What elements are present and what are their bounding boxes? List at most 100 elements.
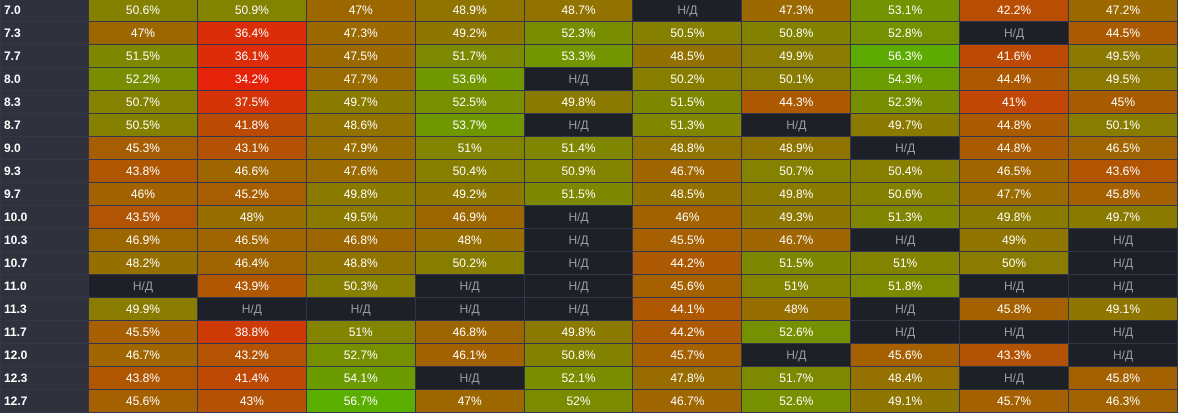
value-cell: 46.9%	[88, 228, 198, 252]
value-cell: 52%	[523, 389, 634, 413]
value-cell: 48.9%	[414, 0, 525, 22]
row-label: 8.3	[0, 90, 89, 114]
value-cell: 50.2%	[632, 67, 743, 91]
na-cell: Н/Д	[632, 0, 743, 22]
value-cell: 46.6%	[196, 159, 307, 183]
value-cell: 49.2%	[414, 182, 525, 206]
value-cell: 52.8%	[850, 21, 961, 45]
value-cell: 51.5%	[741, 251, 852, 275]
row-label: 7.7	[0, 44, 89, 68]
value-cell: 48%	[741, 297, 852, 321]
value-cell: 51%	[850, 251, 961, 275]
value-cell: 46%	[632, 205, 743, 229]
value-cell: 49.5%	[1068, 44, 1178, 68]
value-cell: 43.1%	[196, 136, 307, 160]
row-label: 8.7	[0, 113, 89, 137]
value-cell: 45.5%	[632, 228, 743, 252]
table-row: 12.7 45.6% 43% 56.7% 47% 52% 46.7% 52.6% 49.1% 45…	[0, 389, 1178, 413]
value-cell: 49.3%	[741, 205, 852, 229]
value-cell: 48.7%	[523, 0, 634, 22]
value-cell: 45.8%	[1068, 182, 1178, 206]
value-cell: 50.6%	[850, 182, 961, 206]
value-cell: 50.7%	[741, 159, 852, 183]
row-label: 11.3	[0, 297, 89, 321]
value-cell: 45.7%	[632, 343, 743, 367]
row-label: 8.0	[0, 67, 89, 91]
row-label: 12.7	[0, 389, 89, 413]
value-cell: 44.8%	[959, 136, 1070, 160]
value-cell: 52.2%	[88, 67, 198, 91]
value-cell: 47.6%	[305, 159, 416, 183]
value-cell: 46.9%	[414, 205, 525, 229]
value-cell: 46.7%	[632, 159, 743, 183]
na-cell: Н/Д	[196, 297, 307, 321]
value-cell: 49.8%	[741, 182, 852, 206]
row-label: 9.3	[0, 159, 89, 183]
value-cell: 51%	[305, 320, 416, 344]
table-row: 9.0 45.3% 43.1% 47.9% 51% 51.4% 48.8% 48.9% Н/Д 4…	[0, 136, 1178, 160]
table-row: 10.0 43.5% 48% 49.5% 46.9% Н/Д 46% 49.3% 51.3% 49…	[0, 205, 1178, 229]
na-cell: Н/Д	[850, 136, 961, 160]
value-cell: 50.7%	[88, 90, 198, 114]
na-cell: Н/Д	[1068, 343, 1178, 367]
value-cell: 52.3%	[523, 21, 634, 45]
row-label: 12.3	[0, 366, 89, 390]
row-label: 12.0	[0, 343, 89, 367]
value-cell: 47.3%	[741, 0, 852, 22]
value-cell: 46.5%	[196, 228, 307, 252]
na-cell: Н/Д	[414, 274, 525, 298]
value-cell: 49.8%	[959, 205, 1070, 229]
value-cell: 45.8%	[1068, 366, 1178, 390]
value-cell: 44.3%	[741, 90, 852, 114]
na-cell: Н/Д	[523, 67, 634, 91]
table-row: 8.0 52.2% 34.2% 47.7% 53.6% Н/Д 50.2% 50.1% 54.3…	[0, 67, 1178, 91]
value-cell: 49.8%	[305, 182, 416, 206]
value-cell: 51.7%	[414, 44, 525, 68]
table-row: 7.7 51.5% 36.1% 47.5% 51.7% 53.3% 48.5% 49.9% 56…	[0, 44, 1178, 68]
value-cell: 50.8%	[523, 343, 634, 367]
value-cell: 50.8%	[741, 21, 852, 45]
na-cell: Н/Д	[959, 274, 1070, 298]
value-cell: 51.5%	[632, 90, 743, 114]
value-cell: 52.6%	[741, 389, 852, 413]
value-cell: 34.2%	[196, 67, 307, 91]
value-cell: 47.3%	[305, 21, 416, 45]
value-cell: 50.5%	[632, 21, 743, 45]
value-cell: 47.7%	[959, 182, 1070, 206]
value-cell: 45.2%	[196, 182, 307, 206]
row-label: 11.0	[0, 274, 89, 298]
value-cell: 45.6%	[632, 274, 743, 298]
value-cell: 51.7%	[741, 366, 852, 390]
na-cell: Н/Д	[741, 113, 852, 137]
value-cell: 41.4%	[196, 366, 307, 390]
value-cell: 47.5%	[305, 44, 416, 68]
value-cell: 44.5%	[1068, 21, 1178, 45]
table-row: 7.3 47% 36.4% 47.3% 49.2% 52.3% 50.5% 50.8% 52.8…	[0, 21, 1178, 45]
value-cell: 48.2%	[88, 251, 198, 275]
value-cell: 44.2%	[632, 251, 743, 275]
value-cell: 49.8%	[523, 320, 634, 344]
value-cell: 45.7%	[959, 389, 1070, 413]
value-cell: 41.6%	[959, 44, 1070, 68]
table-row: 11.3 49.9% Н/Д Н/Д Н/Д Н/Д 44.1% 48% Н/Д 45.8% 49.…	[0, 297, 1178, 321]
row-label: 10.3	[0, 228, 89, 252]
value-cell: 47.7%	[305, 67, 416, 91]
value-cell: 46.1%	[414, 343, 525, 367]
value-cell: 48.6%	[305, 113, 416, 137]
na-cell: Н/Д	[414, 297, 525, 321]
value-cell: 48%	[414, 228, 525, 252]
value-cell: 44.2%	[632, 320, 743, 344]
table-row: 12.0 46.7% 43.2% 52.7% 46.1% 50.8% 45.7% Н/Д 45.…	[0, 343, 1178, 367]
value-cell: 52.3%	[850, 90, 961, 114]
na-cell: Н/Д	[523, 113, 634, 137]
na-cell: Н/Д	[850, 320, 961, 344]
na-cell: Н/Д	[523, 251, 634, 275]
value-cell: 49.7%	[305, 90, 416, 114]
value-cell: 51%	[741, 274, 852, 298]
value-cell: 43.9%	[196, 274, 307, 298]
value-cell: 49%	[959, 228, 1070, 252]
value-cell: 56.3%	[850, 44, 961, 68]
value-cell: 47%	[88, 21, 198, 45]
value-cell: 48.8%	[632, 136, 743, 160]
